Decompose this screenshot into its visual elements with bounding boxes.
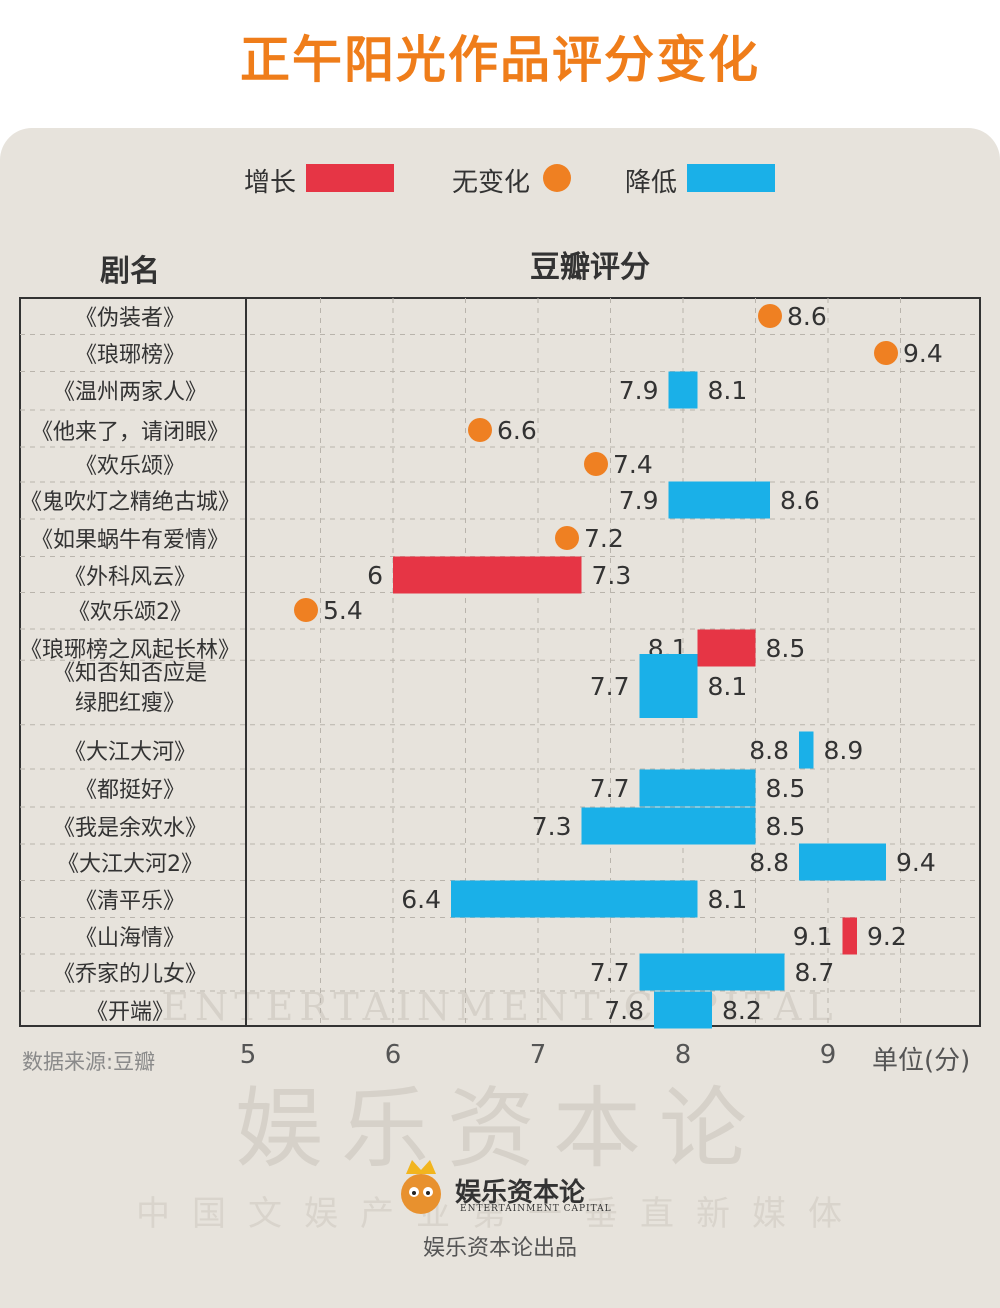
watermark-sub: 中国文娱产业第一垂直新媒体	[136, 1194, 864, 1234]
row-name-label: 《如果蜗牛有爱情》	[31, 528, 229, 553]
value-label-low: 7.8	[604, 996, 644, 1025]
bar-increase	[842, 917, 857, 955]
bar-decrease	[799, 843, 886, 881]
point-no-change	[584, 452, 608, 476]
data-source: 数据来源:豆瓣	[22, 1050, 156, 1074]
legend-swatch-increase	[306, 164, 394, 192]
row-name-label: 《清平乐》	[75, 889, 185, 914]
value-label-low: 8.8	[749, 848, 789, 877]
row-name-label: 《山海情》	[75, 926, 185, 951]
value-label-low: 6	[367, 561, 383, 590]
header-score-column: 豆瓣评分	[530, 250, 650, 285]
bar-decrease	[668, 481, 770, 519]
value-label-high: 8.5	[766, 774, 806, 803]
bar-increase	[697, 629, 756, 667]
row-name-label: 《都挺好》	[75, 778, 185, 803]
value-label-high: 8.6	[780, 486, 820, 515]
value-label: 8.6	[787, 302, 827, 331]
value-label-high: 8.5	[766, 812, 806, 841]
watermark-en: ENTERTAINMENT CAPITAL	[161, 985, 839, 1029]
value-label-high: 8.1	[708, 885, 748, 914]
value-label: 9.4	[903, 339, 943, 368]
row-name-label: 《欢乐颂2》	[68, 600, 192, 625]
chart-frame	[19, 297, 981, 1027]
x-tick-label: 7	[529, 1040, 547, 1070]
value-label-high: 8.2	[722, 996, 762, 1025]
value-label: 6.6	[497, 416, 537, 445]
value-label-high: 8.1	[708, 376, 748, 405]
value-label-high: 8.7	[795, 958, 835, 987]
row-name-label: 《琅琊榜》	[75, 343, 185, 368]
x-tick-label: 5	[239, 1040, 257, 1070]
x-tick-label: 6	[384, 1040, 402, 1070]
row-name-label: 《伪装者》	[75, 306, 185, 331]
value-label-high: 8.1	[708, 672, 748, 701]
value-label: 7.4	[613, 450, 653, 479]
row-name-label: 《开端》	[86, 1000, 174, 1025]
x-tick-label: 8	[674, 1040, 692, 1070]
value-label-low: 7.7	[590, 672, 630, 701]
legend-swatch-decrease	[687, 164, 775, 192]
chart-card	[0, 128, 1000, 1308]
point-no-change	[294, 598, 318, 622]
row-name-label: 《外科风云》	[64, 565, 196, 590]
value-label-low: 8.8	[749, 736, 789, 765]
header-name-column: 剧名	[100, 254, 160, 289]
point-no-change	[874, 341, 898, 365]
point-no-change	[758, 304, 782, 328]
point-no-change	[468, 418, 492, 442]
bar-decrease	[799, 731, 814, 769]
bar-decrease	[639, 654, 698, 718]
bar-decrease	[654, 991, 712, 1029]
legend-label-same: 无变化	[452, 168, 531, 198]
brand-en: ENTERTAINMENT CAPITAL	[460, 1204, 612, 1214]
row-name-label: 《琅琊榜之风起长林》	[20, 638, 240, 663]
chart-title: 正午阳光作品评分变化	[240, 31, 760, 89]
bar-decrease	[639, 769, 756, 807]
point-no-change	[555, 526, 579, 550]
value-label-low: 7.9	[619, 376, 659, 405]
row-name-label: 《乔家的儿女》	[53, 962, 207, 987]
legend-swatch-same	[543, 164, 571, 192]
bar-decrease	[639, 953, 785, 991]
row-name-label: 《欢乐颂》	[75, 454, 185, 479]
bar-decrease	[668, 371, 698, 409]
produced-by: 娱乐资本论出品	[422, 1236, 577, 1261]
value-label-low: 7.3	[532, 812, 572, 841]
bar-decrease	[581, 807, 756, 845]
value-label-low: 6.4	[401, 885, 441, 914]
value-label-low: 9.1	[793, 922, 833, 951]
bar-increase	[393, 556, 582, 594]
row-name-label: 《大江大河》	[64, 740, 196, 765]
rating-change-chart: 《伪装者》 8.6 《琅琊榜》 9.4 《温州两家人》 7.9 8.1 《他来了，请闭眼》 6.…	[19, 297, 981, 1029]
value-label-high: 9.4	[896, 848, 936, 877]
brand-name: 娱乐资本论	[455, 1178, 586, 1208]
value-label-low: 7.9	[619, 486, 659, 515]
x-tick-label: 9	[819, 1040, 837, 1070]
row-name-label: 《温州两家人》	[53, 380, 207, 405]
unit-label: 单位(分)	[872, 1046, 971, 1076]
brand-logo-icon	[401, 1160, 441, 1214]
value-label-high: 8.9	[824, 736, 864, 765]
row-name-label: 《鬼吹灯之精绝古城》	[20, 490, 240, 515]
row-name-label: 《大江大河2》	[57, 852, 203, 877]
value-label: 5.4	[323, 596, 363, 625]
legend-label-decrease: 降低	[625, 168, 678, 198]
bar-decrease	[451, 880, 698, 918]
value-label-low: 7.7	[590, 958, 630, 987]
legend-label-increase: 增长	[244, 168, 297, 198]
row-name-label: 绿肥红瘦》	[75, 691, 185, 716]
watermark-big: 娱乐资本论	[234, 1077, 765, 1180]
value-label-high: 7.3	[592, 561, 632, 590]
row-name-label: 《他来了，请闭眼》	[31, 420, 229, 445]
value-label-high: 8.5	[766, 634, 806, 663]
value-label: 7.2	[584, 524, 624, 553]
value-label-high: 9.2	[867, 922, 907, 951]
row-name-label: 《我是余欢水》	[53, 816, 207, 841]
row-name-label: 《知否知否应是	[53, 661, 207, 686]
value-label-low: 7.7	[590, 774, 630, 803]
